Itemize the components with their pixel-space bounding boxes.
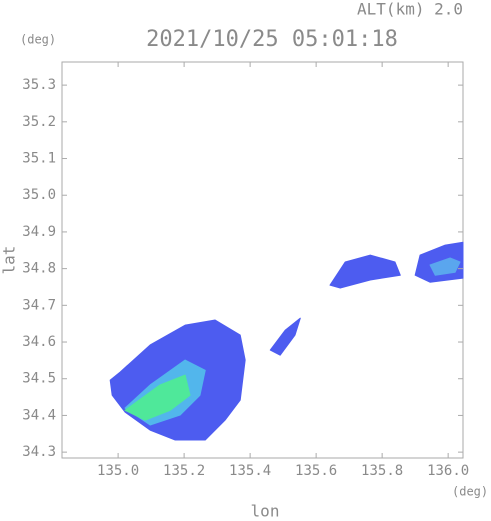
y-label: lat: [0, 246, 19, 275]
y-tick-label: 34.9: [22, 224, 56, 240]
y-tick-label: 34.4: [22, 407, 56, 423]
y-unit: (deg): [20, 33, 56, 47]
x-unit: (deg): [452, 485, 488, 499]
x-tick-label: 135.2: [163, 463, 205, 479]
y-tick-label: 34.8: [22, 261, 56, 277]
echo-region: [329, 254, 401, 289]
y-tick-label: 35.1: [22, 151, 56, 167]
x-tick-label: 135.6: [295, 463, 337, 479]
x-tick-label: 135.0: [97, 463, 139, 479]
x-label: lon: [251, 502, 280, 521]
x-tick-label: 135.4: [229, 463, 271, 479]
echo-region: [124, 374, 191, 421]
y-tick-label: 35.3: [22, 77, 56, 93]
y-tick-label: 34.7: [22, 297, 56, 313]
y-tick-label: 35.0: [22, 187, 56, 203]
y-tick-label: 34.6: [22, 334, 56, 350]
echo-region: [429, 257, 461, 276]
x-tick-label: 135.8: [361, 463, 403, 479]
chart-title: 2021/10/25 05:01:18: [146, 27, 398, 52]
y-tick-label: 34.5: [22, 371, 56, 387]
y-tick-label: 35.2: [22, 114, 56, 130]
echo-region: [269, 317, 301, 356]
x-tick-label: 136.0: [427, 463, 469, 479]
altitude: ALT(km) 2.0: [357, 0, 463, 19]
y-tick-label: 34.3: [22, 444, 56, 460]
